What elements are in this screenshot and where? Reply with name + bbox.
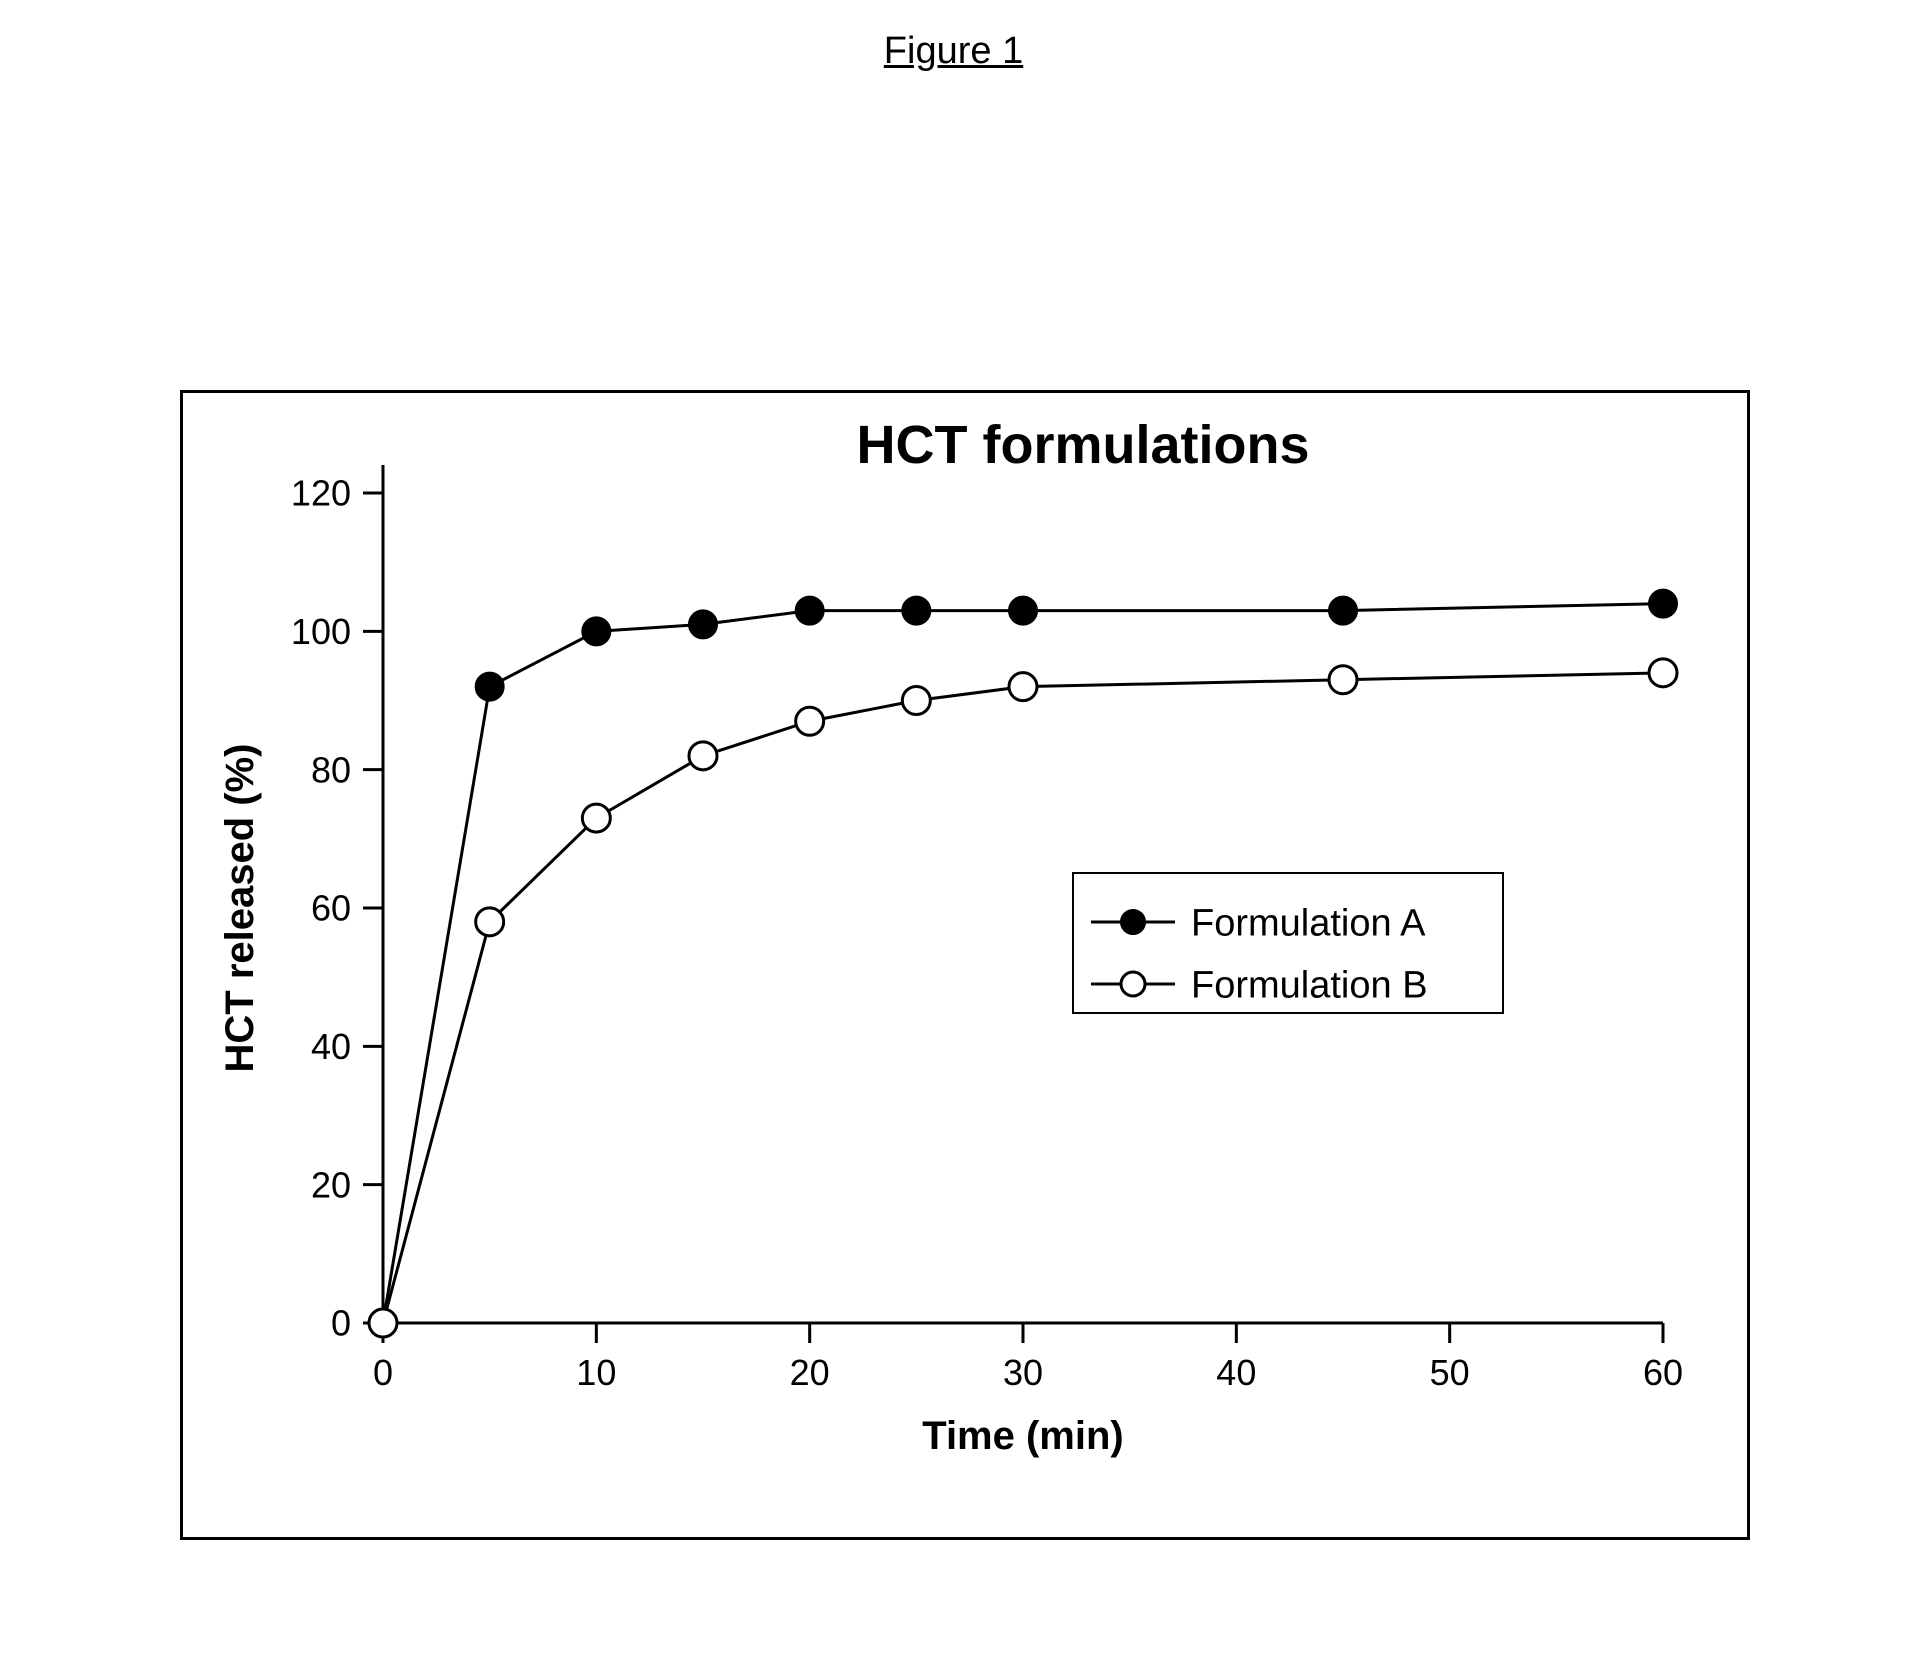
figure-caption: Figure 1 xyxy=(0,30,1907,73)
series-marker-0 xyxy=(796,597,824,625)
y-tick-label: 80 xyxy=(311,749,351,790)
y-axis-label: HCT released (%) xyxy=(218,744,262,1073)
x-tick-label: 0 xyxy=(373,1352,393,1393)
x-tick-label: 40 xyxy=(1216,1352,1256,1393)
y-tick-label: 0 xyxy=(331,1303,351,1344)
series-marker-1 xyxy=(1649,659,1677,687)
series-marker-0 xyxy=(1649,590,1677,618)
chart-outer-box: HCT formulations 0 20 40 60 80 100 120 0 10 20 30 40… xyxy=(180,390,1750,1540)
series-marker-1 xyxy=(1009,673,1037,701)
series-marker-0 xyxy=(902,597,930,625)
x-tick-label: 60 xyxy=(1643,1352,1683,1393)
series-marker-1 xyxy=(796,707,824,735)
series-marker-1 xyxy=(1329,666,1357,694)
legend-sample-marker xyxy=(1121,972,1145,996)
legend-sample-marker xyxy=(1121,910,1145,934)
y-tick-label: 120 xyxy=(291,473,351,514)
series-marker-0 xyxy=(689,610,717,638)
y-tick-label: 60 xyxy=(311,888,351,929)
series-marker-0 xyxy=(476,673,504,701)
x-tick-label: 10 xyxy=(576,1352,616,1393)
series-marker-1 xyxy=(689,742,717,770)
chart-title: HCT formulations xyxy=(857,415,1310,475)
chart-svg: HCT formulations 0 20 40 60 80 100 120 0 10 20 30 40… xyxy=(183,393,1753,1543)
x-axis-label: Time (min) xyxy=(922,1414,1124,1458)
x-tick-label: 50 xyxy=(1430,1352,1470,1393)
legend-label: Formulation B xyxy=(1191,964,1428,1006)
series-marker-0 xyxy=(1329,597,1357,625)
x-tick-label: 20 xyxy=(790,1352,830,1393)
y-tick-label: 100 xyxy=(291,611,351,652)
x-tick-label: 30 xyxy=(1003,1352,1043,1393)
series-marker-0 xyxy=(582,617,610,645)
legend-label: Formulation A xyxy=(1191,902,1426,944)
page: Figure 1 HCT formulations020406080100120… xyxy=(0,0,1907,1661)
y-tick-label: 20 xyxy=(311,1164,351,1205)
series-marker-1 xyxy=(582,804,610,832)
series-marker-1 xyxy=(476,908,504,936)
series-marker-1 xyxy=(902,687,930,715)
series-marker-0 xyxy=(1009,597,1037,625)
y-tick-label: 40 xyxy=(311,1026,351,1067)
series-marker-1 xyxy=(369,1309,397,1337)
